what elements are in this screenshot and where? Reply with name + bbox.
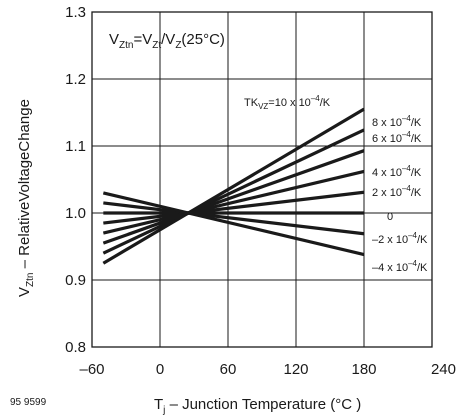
series-line-1 — [102, 128, 365, 255]
series-line-3 — [102, 169, 365, 235]
y-tick-label: 0.8 — [65, 339, 86, 356]
series-line-0 — [102, 107, 365, 265]
formula-annotation: VZtn=VZt/VZ(25°C) — [109, 31, 225, 51]
series-labels: TKVZ=10 x 10–4/K 8 x 10–4/K6 x 10–4/K 4 x … — [244, 94, 432, 274]
x-tick-label: 0 — [156, 361, 164, 378]
x-axis-title: Tj – Junction Temperature (°C ) — [154, 396, 361, 415]
y-axis-title: VZtn – RelativeVoltageChange — [16, 99, 36, 297]
series-label-7: –4 x 10–4/K — [372, 259, 428, 274]
x-tick-label: 180 — [351, 361, 376, 378]
y-tick-label: 1.1 — [65, 138, 86, 155]
series-label-1: 8 x 10–4/K — [372, 114, 422, 129]
tick-labels: 0.8 0.9 1.0 1.1 1.2 1.3 –60 0 60 120 180 240 — [65, 4, 456, 378]
series-line-2 — [102, 149, 365, 245]
series-label-2: 6 x 10–4/K — [372, 130, 422, 145]
series-label-0: TKVZ=10 x 10–4/K — [244, 94, 331, 111]
y-tick-label: 0.9 — [65, 272, 86, 289]
series-line-4 — [103, 190, 365, 225]
x-tick-label: 120 — [283, 361, 308, 378]
x-tick-label: –60 — [79, 361, 104, 378]
series-label-3: 4 x 10–4/K — [372, 164, 422, 179]
series-lines — [102, 107, 365, 265]
x-tick-label: 240 — [431, 361, 456, 378]
figure-id: 95 9599 — [10, 397, 47, 408]
series-line-7 — [102, 191, 365, 257]
y-tick-label: 1.3 — [65, 4, 86, 21]
axis-titles: VZtn=VZt/VZ(25°C) Tj – Junction Temperatu… — [16, 31, 361, 415]
series-label-4: 2 x 10–4/K — [372, 184, 422, 199]
y-tick-label: 1.2 — [65, 71, 86, 88]
plot-frame-rect — [91, 11, 433, 348]
series-label-6: –2 x 10–4/K — [372, 231, 428, 246]
series-label-5: 0 — [387, 211, 393, 223]
x-tick-label: 60 — [220, 361, 237, 378]
series-line-6 — [103, 201, 365, 236]
y-tick-label: 1.0 — [65, 205, 86, 222]
plot-frame — [91, 11, 433, 348]
